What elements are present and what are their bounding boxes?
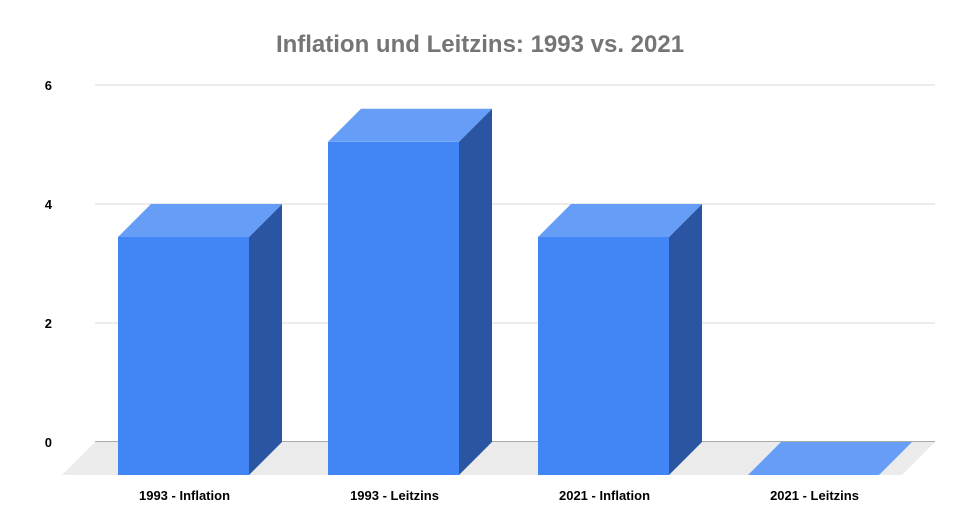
bar-side-face <box>669 204 702 475</box>
chart-title: Inflation und Leitzins: 1993 vs. 2021 <box>276 31 684 58</box>
bars <box>118 108 912 476</box>
bar-front-face <box>328 141 459 476</box>
bar-front-face <box>118 237 249 475</box>
x-category-label: 1993 - Leitzins <box>350 488 439 503</box>
x-category-label: 2021 - Leitzins <box>770 488 859 503</box>
chart-floor <box>62 442 935 475</box>
y-tick-label: 4 <box>45 197 53 212</box>
y-axis-ticks: 0 2 4 6 <box>45 78 53 450</box>
bar-side-face <box>459 108 492 476</box>
x-category-label: 2021 - Inflation <box>559 488 650 503</box>
bar <box>118 204 282 475</box>
y-tick-label: 0 <box>45 435 52 450</box>
x-category-label: 1993 - Inflation <box>139 488 230 503</box>
bar-top-face <box>328 108 492 142</box>
bar-top-face <box>748 442 912 475</box>
bar <box>748 442 912 475</box>
bar-top-face <box>118 204 282 237</box>
y-tick-label: 6 <box>45 78 52 93</box>
bar-front-face <box>538 237 669 475</box>
bar-side-face <box>249 204 282 475</box>
y-tick-label: 2 <box>45 316 52 331</box>
bar-top-face <box>538 204 702 237</box>
bar <box>538 204 702 475</box>
x-axis-labels: 1993 - Inflation 1993 - Leitzins 2021 - In… <box>139 488 859 503</box>
bar <box>328 108 492 476</box>
